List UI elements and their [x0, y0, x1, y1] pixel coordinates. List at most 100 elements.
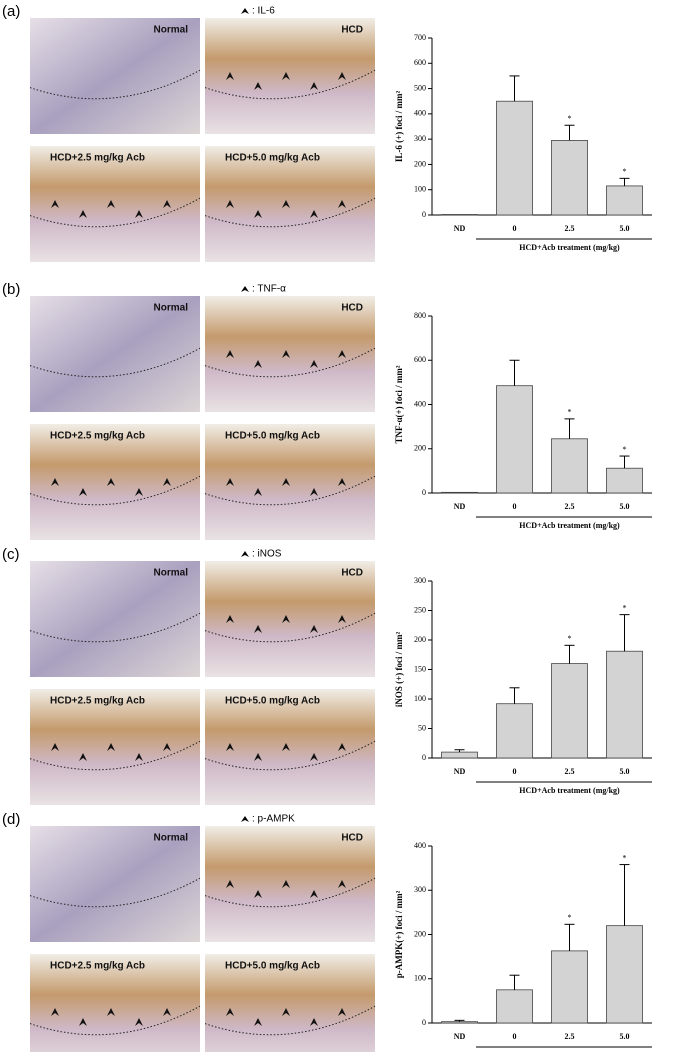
x-tick-label: ND [454, 767, 466, 776]
arrowhead-icon [163, 1008, 171, 1016]
arrowhead-icon [338, 478, 346, 486]
bar [606, 467, 643, 494]
x-tick-label: 5.0 [620, 1032, 630, 1041]
arrowhead-icon [107, 743, 115, 751]
micrograph [30, 18, 200, 134]
boundary-line [29, 347, 201, 378]
micrograph [30, 561, 200, 677]
boundary-line [204, 475, 376, 506]
x-tick-label: ND [454, 502, 466, 511]
bar [441, 1021, 478, 1024]
arrowhead-icon [241, 551, 249, 557]
x-group-label: HCD+Acb treatment (mg/kg) [519, 521, 620, 530]
arrowhead-icon [241, 816, 249, 822]
image-label: HCD+5.0 mg/kg Acb [225, 696, 320, 707]
arrowhead-icon [254, 753, 262, 761]
significance-mark: * [623, 445, 627, 454]
micrograph [30, 826, 200, 942]
image-label: HCD [341, 303, 363, 314]
boundary-line [29, 475, 201, 506]
micrograph [205, 826, 375, 942]
y-tick-label: 0 [422, 1018, 426, 1027]
arrowhead-icon [310, 82, 318, 90]
image-label: Normal [154, 303, 189, 314]
arrowhead-icon [338, 200, 346, 208]
arrowhead-icon [282, 478, 290, 486]
y-tick-label: 250 [414, 605, 426, 614]
arrowhead-icon [79, 1018, 87, 1026]
arrowhead-icon [79, 488, 87, 496]
panel-label: (b) [2, 281, 20, 298]
bar [606, 650, 643, 759]
arrowhead-icon [226, 478, 234, 486]
arrowhead-icon [79, 753, 87, 761]
arrowhead-icon [135, 1018, 143, 1026]
boundary-line [29, 740, 201, 771]
x-tick-label: 0 [513, 767, 517, 776]
x-tick-label: 0 [513, 224, 517, 233]
micrograph [205, 689, 375, 805]
significance-mark: * [568, 114, 572, 123]
significance-mark: * [623, 853, 627, 862]
boundary-line [204, 877, 376, 908]
micrograph [205, 146, 375, 262]
bar [496, 703, 533, 759]
boundary-line [29, 877, 201, 908]
y-tick-label: 200 [414, 929, 426, 938]
arrowhead-icon [51, 200, 59, 208]
arrowhead-icon [226, 1008, 234, 1016]
x-tick-label: 0 [513, 502, 517, 511]
arrowhead-icon [338, 880, 346, 888]
arrowhead-icon [338, 350, 346, 358]
stain-label: : p-AMPK [252, 814, 295, 825]
boundary-line [29, 197, 201, 228]
bar [606, 185, 643, 216]
bar [496, 100, 533, 216]
significance-mark: * [568, 408, 572, 417]
y-tick-label: 400 [414, 109, 426, 118]
arrowhead-icon [163, 200, 171, 208]
y-tick-label: 600 [414, 58, 426, 67]
boundary-line [204, 197, 376, 228]
micrograph [205, 424, 375, 540]
y-tick-label: 100 [414, 185, 426, 194]
arrowhead-icon [282, 72, 290, 80]
x-tick-label: ND [454, 224, 466, 233]
arrowhead-icon [226, 200, 234, 208]
arrowhead-icon [282, 615, 290, 623]
y-tick-label: 100 [414, 974, 426, 983]
arrowhead-icon [226, 72, 234, 80]
arrowhead-icon [226, 880, 234, 888]
image-label: Normal [154, 833, 189, 844]
boundary-line [29, 1005, 201, 1036]
micrograph [205, 296, 375, 412]
arrowhead-icon [254, 488, 262, 496]
arrowhead-icon [310, 1018, 318, 1026]
arrowhead-icon [282, 200, 290, 208]
x-tick-label: 2.5 [565, 502, 575, 511]
y-tick-label: 0 [422, 210, 426, 219]
panel-label: (c) [2, 546, 20, 563]
y-tick-label: 200 [414, 635, 426, 644]
image-label: HCD+5.0 mg/kg Acb [225, 153, 320, 164]
arrowhead-icon [135, 488, 143, 496]
y-axis-label: p-AMPK(+) foci / mm² [394, 890, 404, 978]
bar [441, 214, 478, 216]
image-label: HCD+2.5 mg/kg Acb [50, 153, 145, 164]
boundary-line [29, 612, 201, 643]
arrowhead-icon [338, 72, 346, 80]
arrowhead-icon [163, 478, 171, 486]
arrowhead-icon [254, 360, 262, 368]
arrowhead-icon [282, 880, 290, 888]
significance-mark: * [568, 913, 572, 922]
arrowhead-icon [310, 210, 318, 218]
x-tick-label: 2.5 [565, 1032, 575, 1041]
image-label: HCD [341, 833, 363, 844]
micrograph [30, 689, 200, 805]
arrowhead-icon [163, 743, 171, 751]
image-label: HCD [341, 568, 363, 579]
boundary-line [204, 1005, 376, 1036]
y-tick-label: 200 [414, 159, 426, 168]
x-tick-label: 5.0 [620, 502, 630, 511]
x-tick-label: 2.5 [565, 224, 575, 233]
